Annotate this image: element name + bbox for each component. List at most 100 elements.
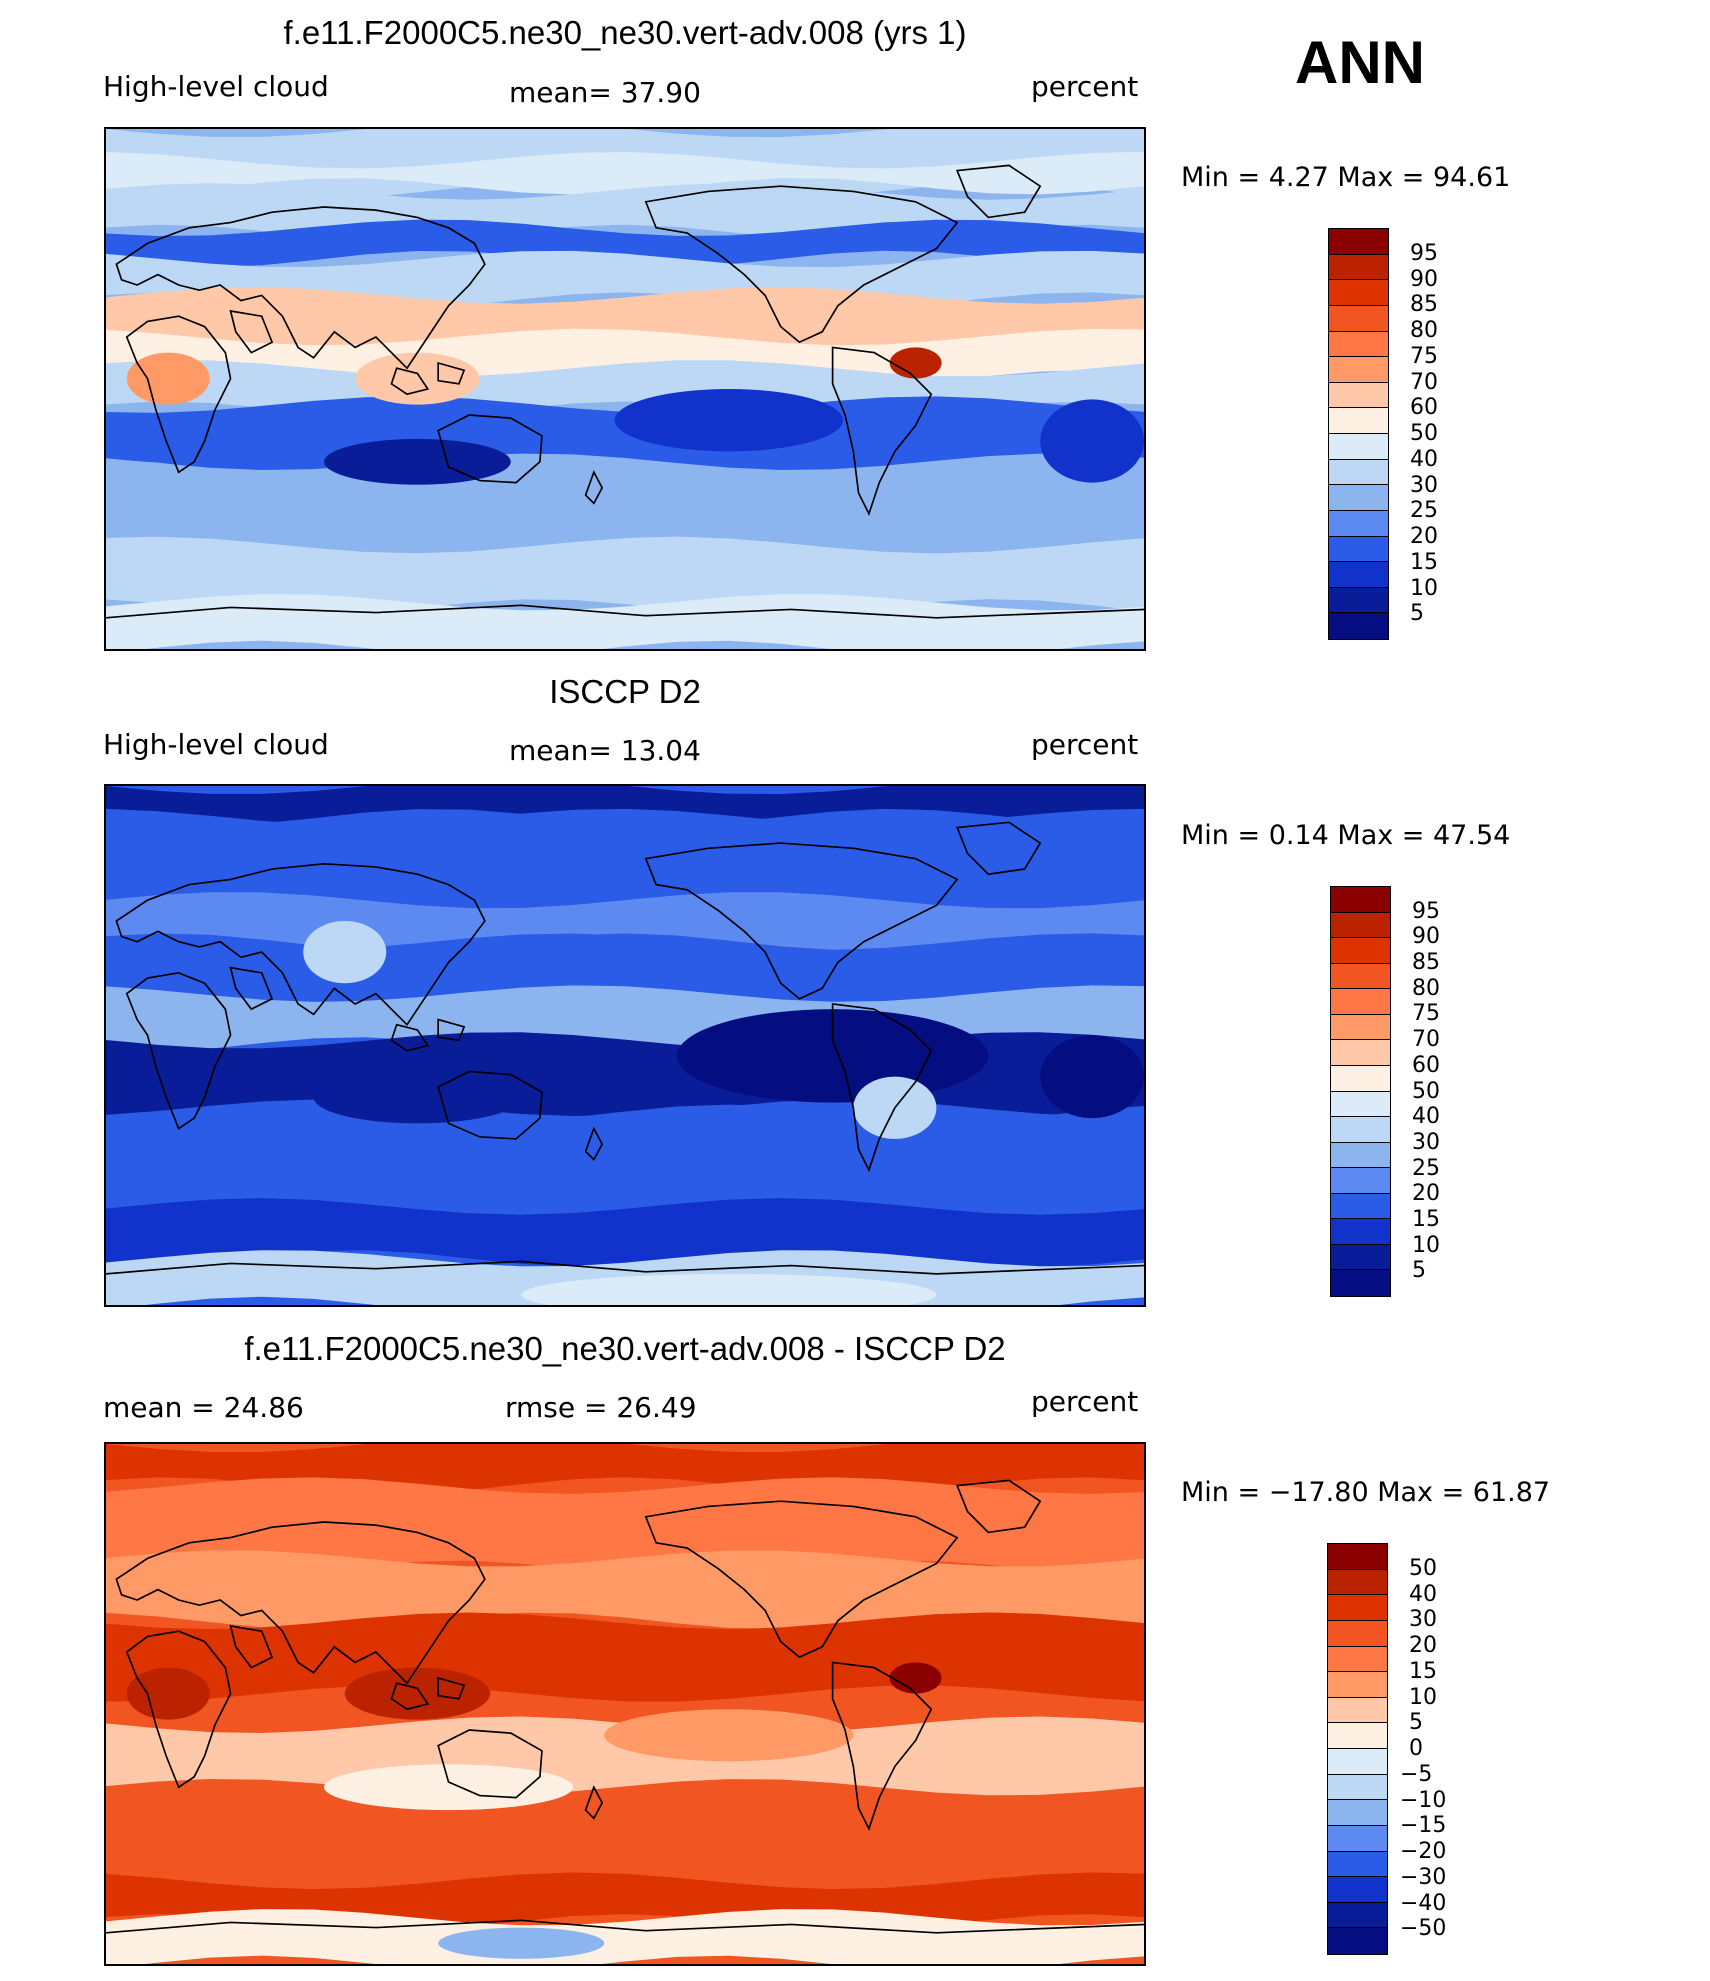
- colorbar-tick-label: 50: [1410, 421, 1438, 446]
- panel3-rmse-label: rmse = 26.49: [505, 1391, 697, 1424]
- colorbar-swatch: [1331, 1270, 1390, 1296]
- colorbar-tick-label: −20: [1400, 1839, 1447, 1864]
- colorbar-tick-label: 20: [1409, 1633, 1437, 1658]
- colorbar-swatch: [1328, 1646, 1387, 1673]
- colorbar-swatch: [1328, 1620, 1387, 1647]
- colorbar-swatch: [1328, 1697, 1387, 1724]
- colorbar-tick-label: 10: [1409, 1684, 1437, 1710]
- panel3-min-max: Min = −17.80 Max = 61.87: [1181, 1477, 1551, 1508]
- colorbar-swatch: [1328, 1595, 1387, 1621]
- colorbar-swatch: [1328, 1902, 1387, 1929]
- colorbar-tick-label: 90: [1412, 924, 1440, 950]
- panel3-title: f.e11.F2000C5.ne30_ne30.vert-adv.008 - I…: [244, 1330, 1006, 1367]
- panel3-map: [104, 1442, 1146, 1966]
- colorbar-swatch: [1329, 382, 1388, 409]
- colorbar-tick-label: 60: [1412, 1052, 1440, 1078]
- colorbar-swatch: [1329, 280, 1388, 306]
- colorbar-tick-label: 15: [1410, 549, 1438, 575]
- colorbar-tick-label: 25: [1410, 498, 1438, 524]
- panel1-map: [104, 127, 1146, 651]
- colorbar-swatch: [1329, 536, 1388, 563]
- colorbar-tick-label: −30: [1400, 1864, 1447, 1890]
- colorbar-tick-label: 5: [1410, 601, 1424, 627]
- colorbar-swatch: [1331, 1014, 1390, 1041]
- colorbar-swatch: [1331, 938, 1390, 964]
- colorbar-tick-label: −15: [1400, 1813, 1447, 1839]
- colorbar-tick-label: 10: [1412, 1232, 1440, 1258]
- colorbar-swatch: [1328, 1774, 1387, 1801]
- colorbar-tick-label: 80: [1410, 318, 1438, 343]
- colorbar-swatch: [1329, 408, 1388, 434]
- colorbar-swatch: [1329, 485, 1388, 511]
- colorbar-swatch: [1328, 1877, 1387, 1903]
- colorbar-tick-label: 15: [1412, 1206, 1440, 1232]
- colorbar-tick-label: 75: [1412, 1001, 1440, 1027]
- colorbar-tick-label: 85: [1412, 950, 1440, 976]
- panel2-variable-label: High-level cloud: [103, 728, 329, 761]
- colorbar-tick-label: −50: [1400, 1916, 1447, 1942]
- colorbar-swatch: [1328, 1800, 1387, 1826]
- colorbar-tick-label: 20: [1410, 524, 1438, 549]
- panel3-colorbar: [1327, 1543, 1388, 1955]
- colorbar-swatch: [1329, 510, 1388, 537]
- panel1-colorbar: [1328, 228, 1389, 640]
- colorbar-swatch: [1329, 229, 1388, 255]
- colorbar-tick-label: 80: [1412, 975, 1440, 1001]
- colorbar-tick-label: 5: [1409, 1710, 1423, 1736]
- colorbar-swatch: [1331, 1193, 1390, 1220]
- colorbar-swatch: [1329, 331, 1388, 358]
- colorbar-swatch: [1329, 587, 1388, 614]
- panel2-units-label: percent: [1031, 728, 1139, 761]
- colorbar-tick-label: 40: [1409, 1581, 1437, 1607]
- colorbar-swatch: [1329, 613, 1388, 639]
- colorbar-swatch: [1331, 1040, 1390, 1066]
- colorbar-swatch: [1331, 1168, 1390, 1194]
- colorbar-swatch: [1331, 963, 1390, 990]
- panel1-title: f.e11.F2000C5.ne30_ne30.vert-adv.008 (yr…: [283, 14, 967, 51]
- colorbar-swatch: [1328, 1825, 1387, 1852]
- colorbar-swatch: [1331, 887, 1390, 913]
- colorbar-swatch: [1331, 1219, 1390, 1245]
- colorbar-tick-label: 40: [1412, 1104, 1440, 1130]
- colorbar-swatch: [1331, 1065, 1390, 1092]
- colorbar-swatch: [1329, 562, 1388, 588]
- colorbar-swatch: [1331, 1244, 1390, 1271]
- panel1-units-label: percent: [1031, 70, 1139, 103]
- colorbar-tick-label: 60: [1410, 395, 1438, 421]
- colorbar-swatch: [1331, 912, 1390, 939]
- colorbar-swatch: [1328, 1544, 1387, 1570]
- colorbar-tick-label: 75: [1410, 343, 1438, 369]
- colorbar-swatch: [1328, 1723, 1387, 1749]
- colorbar-tick-label: 10: [1410, 575, 1438, 601]
- colorbar-tick-label: 5: [1412, 1258, 1426, 1284]
- colorbar-tick-label: 90: [1410, 266, 1438, 292]
- panel1-variable-label: High-level cloud: [103, 70, 329, 103]
- panel1-min-max: Min = 4.27 Max = 94.61: [1181, 162, 1511, 193]
- colorbar-tick-label: 85: [1410, 292, 1438, 318]
- panel2-min-max: Min = 0.14 Max = 47.54: [1181, 820, 1511, 851]
- colorbar-tick-label: 20: [1412, 1181, 1440, 1207]
- panel2-mean-label: mean= 13.04: [509, 734, 701, 767]
- colorbar-tick-label: 50: [1412, 1078, 1440, 1104]
- panel2-map: [104, 784, 1146, 1307]
- colorbar-swatch: [1331, 1117, 1390, 1143]
- colorbar-tick-label: 70: [1412, 1027, 1440, 1053]
- colorbar-swatch: [1328, 1569, 1387, 1596]
- colorbar-tick-label: 50: [1409, 1555, 1437, 1581]
- colorbar-tick-label: 30: [1412, 1129, 1440, 1155]
- colorbar-tick-label: −5: [1400, 1761, 1433, 1787]
- colorbar-swatch: [1331, 1142, 1390, 1169]
- panel2-title: ISCCP D2: [549, 673, 701, 710]
- colorbar-swatch: [1329, 305, 1388, 332]
- colorbar-tick-label: −40: [1400, 1890, 1447, 1916]
- colorbar-tick-label: 95: [1412, 898, 1440, 924]
- colorbar-swatch: [1331, 989, 1390, 1015]
- panel1-mean-label: mean= 37.90: [509, 76, 701, 109]
- colorbar-tick-label: 25: [1412, 1155, 1440, 1181]
- colorbar-swatch: [1329, 357, 1388, 383]
- colorbar-swatch: [1328, 1851, 1387, 1878]
- colorbar-swatch: [1331, 1091, 1390, 1118]
- colorbar-tick-label: 70: [1410, 369, 1438, 395]
- colorbar-swatch: [1329, 459, 1388, 486]
- colorbar-swatch: [1329, 434, 1388, 460]
